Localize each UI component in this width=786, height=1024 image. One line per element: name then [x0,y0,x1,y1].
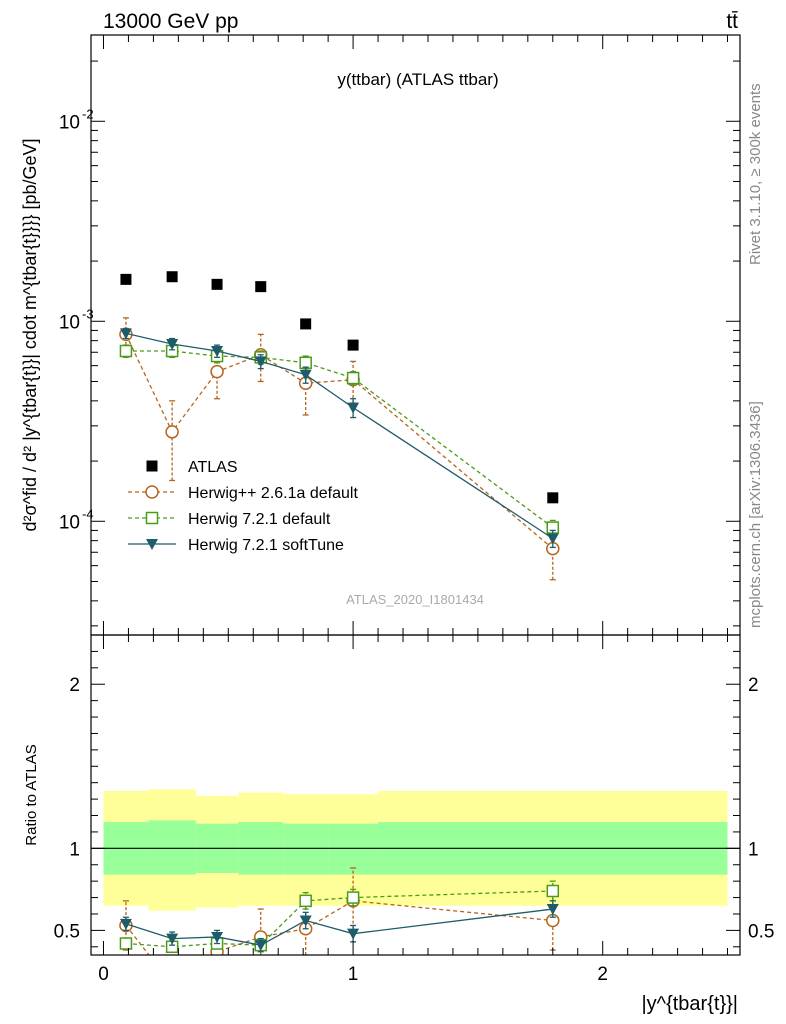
main-point-2-5 [346,371,360,385]
ratio-point-2-3 [254,940,267,952]
ratio-stat-band-1 [148,820,196,875]
ratio-point-2-6 [546,904,559,916]
ratio-plot-panel: 0.5 0.5 1 1 2 2 0 1 2 Ratio to ATLAS |y^{tbar{t}… [23,634,774,1015]
ratio-point-0-1 [166,979,178,991]
main-ytick-label-1: 10 [59,312,80,333]
main-point-3-2 [211,346,224,358]
main-point-3-6 [546,533,559,545]
source-label: mcplots.cern.ch [arXiv:1306.3436] [747,401,764,628]
ratio-point-1-4 [299,894,312,908]
main-point-1-1 [165,425,179,439]
legend-label-0: ATLAS [188,459,238,476]
main-ytick-label-0: 10 [59,112,80,133]
main-point-0-1 [166,271,178,283]
main-point-3-3 [254,356,267,368]
ratio-ytick-label-right-0: 0.5 [748,921,774,942]
main-point-3-4 [299,369,312,381]
ratio-ytick-label-left-1: 1 [69,839,80,860]
header-energy-label: 13000 GeV pp [103,10,238,33]
main-point-3-5 [347,402,360,414]
legend-label-1: Herwig++ 2.6.1a default [188,485,358,502]
ratio-xtick-label-0: 0 [98,964,109,985]
main-point-0-2 [211,278,223,290]
analysis-watermark: ATLAS_2020_I1801434 [346,592,484,607]
legend-marker-0 [146,460,158,472]
main-point-1-2 [210,364,224,379]
x-axis-label: |y^{tbar{t}}| [641,993,738,1015]
main-point-0-6 [547,492,559,504]
main-ytick-exp-2: -4 [82,506,94,521]
legend-label-2: Herwig 7.2.1 default [188,511,331,528]
legend-marker-1 [145,485,159,499]
ratio-point-1-0 [119,937,133,950]
main-point-3-0 [119,328,132,340]
ratio-y-axis-label: Ratio to ATLAS [23,744,40,845]
ratio-line-series-0 [125,900,553,955]
legend-marker-3 [146,539,158,550]
ratio-stat-band-5 [328,823,379,875]
main-point-0-5 [347,339,359,351]
main-line-series-3 [125,332,554,540]
ratio-point-1-5 [346,891,360,904]
main-ytick-label-2: 10 [59,512,80,533]
ratio-ytick-label-right-1: 1 [748,839,759,860]
ratio-point-2-2 [211,931,224,943]
plot-title: y(ttbar) (ATLAS ttbar) [337,70,498,89]
ratio-xtick-label-1: 1 [348,964,359,985]
ratio-point-2-5 [347,928,360,940]
legend: ATLAS Herwig++ 2.6.1a default Herwig 7.2.1… [128,459,358,554]
ratio-ytick-label-right-2: 2 [748,675,759,696]
main-ytick-exp-0: -2 [82,106,94,121]
main-plot-panel: 10-210-310-4 y(ttbar) (ATLAS ttbar) ATLA… [20,34,741,636]
ratio-xtick-label-2: 2 [597,964,608,985]
header-process-label: tt̄ [726,10,738,33]
ratio-point-1-6 [546,884,560,898]
main-point-0-4 [300,318,312,330]
ratio-point-2-1 [166,933,179,945]
ratio-point-2-4 [299,915,312,927]
main-point-2-0 [119,344,133,358]
legend-marker-2 [145,511,159,525]
ratio-plot-frame [90,634,741,956]
ratio-stat-band-4 [283,823,329,875]
main-point-0-3 [255,281,267,293]
ratio-point-2-0 [119,918,132,930]
rivet-version-label: Rivet 3.1.10, ≥ 300k events [747,83,764,265]
main-ytick-exp-1: -3 [82,306,94,321]
main-point-3-1 [166,338,179,350]
ratio-ytick-label-left-2: 2 [69,675,80,696]
legend-label-3: Herwig 7.2.1 softTune [188,537,344,554]
main-point-0-0 [120,273,132,285]
ratio-ytick-label-left-0: 0.5 [54,921,80,942]
y-axis-label: d²σ^fid / d² |y^{tbar{t}}| cdot m^{tbar{… [20,138,40,531]
